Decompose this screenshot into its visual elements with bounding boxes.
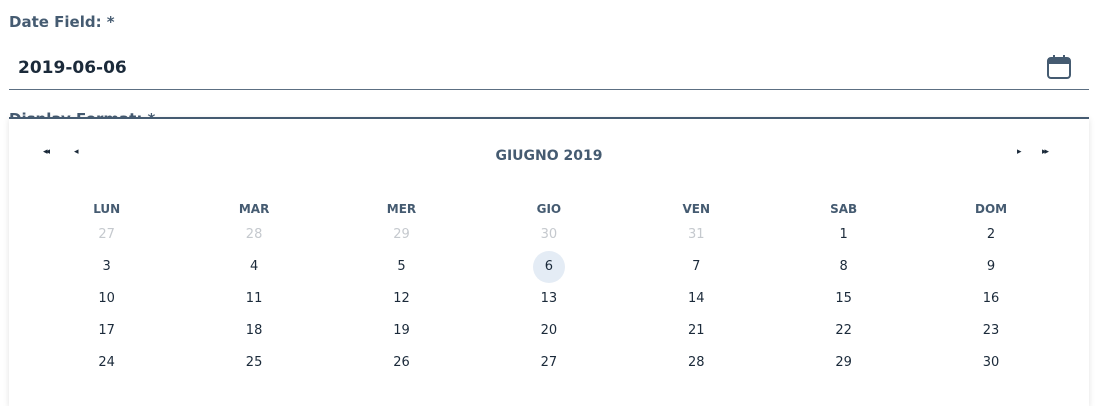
calendar-day[interactable]: 7: [623, 257, 770, 289]
calendar-day-number: 5: [397, 259, 406, 274]
calendar-day-number: 20: [540, 323, 558, 338]
calendar-day-number: 16: [982, 291, 1000, 306]
calendar-day[interactable]: 10: [33, 289, 180, 321]
calendar-day-number: 24: [98, 355, 115, 370]
datepicker-popup: ◂◂ ◂ GIUGNO 2019 ▸ ▸▸ LUN MAR MER GIO VEN SAB…: [9, 117, 1089, 406]
calendar-day-number: 28: [687, 355, 705, 370]
calendar-day-number: 18: [245, 323, 263, 338]
next-year-button[interactable]: ▸▸: [1042, 147, 1049, 157]
calendar-day[interactable]: 2: [917, 225, 1064, 257]
calendar-day[interactable]: 19: [328, 321, 475, 353]
calendar-day[interactable]: 25: [180, 353, 327, 385]
calendar-day[interactable]: 5: [328, 257, 475, 289]
calendar-day-number: 27: [98, 227, 115, 242]
calendar-day[interactable]: 30: [475, 225, 622, 257]
calendar-day-number: 14: [687, 291, 705, 306]
calendar-day-number: 10: [98, 291, 115, 306]
calendar-day-number: 6: [532, 251, 565, 283]
weekday-header: MAR: [238, 202, 270, 216]
calendar-day-number: 9: [986, 259, 996, 274]
calendar-day[interactable]: 14: [623, 289, 770, 321]
date-input-wrapper: [9, 44, 1089, 90]
calendar-day[interactable]: 24: [33, 353, 180, 385]
calendar-day-number: 22: [835, 323, 852, 338]
calendar-week-row: 24 25 26 27 28 29 30: [33, 353, 1065, 385]
calendar-day-number: 31: [687, 227, 705, 242]
calendar-day[interactable]: 29: [770, 353, 917, 385]
calendar-day[interactable]: 22: [770, 321, 917, 353]
weekday-header-row: LUN MAR MER GIO VEN SAB DOM: [33, 199, 1065, 225]
calendar-week-row: 27 28 29 30 31 1 2: [33, 225, 1065, 257]
calendar-day[interactable]: 9: [917, 257, 1064, 289]
calendar-day[interactable]: 13: [475, 289, 622, 321]
weekday-header: LUN: [93, 202, 121, 216]
calendar-day-number: 13: [540, 291, 558, 306]
calendar-day[interactable]: 3: [33, 257, 180, 289]
calendar-day[interactable]: 20: [475, 321, 622, 353]
calendar-day-number: 17: [98, 323, 115, 338]
calendar-day[interactable]: 1: [770, 225, 917, 257]
calendar-day[interactable]: 15: [770, 289, 917, 321]
calendar-day[interactable]: 23: [917, 321, 1064, 353]
weekday-header: GIO: [536, 202, 562, 216]
calendar-day[interactable]: 18: [180, 321, 327, 353]
calendar-day-number: 28: [245, 227, 263, 242]
calendar-week-row: 17 18 19 20 21 22 23: [33, 321, 1065, 353]
next-month-button[interactable]: ▸: [1017, 147, 1021, 157]
calendar-day-number: 30: [982, 355, 1000, 370]
calendar-day[interactable]: 28: [623, 353, 770, 385]
calendar-day-selected[interactable]: 6: [475, 251, 622, 289]
calendar-day-number: 30: [540, 227, 558, 242]
calendar-day-number: 12: [393, 291, 410, 306]
date-input[interactable]: [18, 58, 418, 78]
calendar-day[interactable]: 12: [328, 289, 475, 321]
calendar-day[interactable]: 31: [623, 225, 770, 257]
calendar-day-number: 27: [540, 355, 558, 370]
calendar-day-number: 29: [393, 227, 410, 242]
calendar-day[interactable]: 26: [328, 353, 475, 385]
calendar-day-number: 7: [692, 259, 701, 274]
prev-month-button[interactable]: ◂: [74, 147, 78, 157]
weekday-header: DOM: [974, 202, 1008, 216]
calendar-day-number: 3: [102, 259, 111, 274]
calendar-day-number: 25: [245, 355, 263, 370]
calendar-day[interactable]: 27: [33, 225, 180, 257]
calendar-day[interactable]: 21: [623, 321, 770, 353]
calendar-day-number: 4: [249, 259, 259, 274]
weekday-header: MER: [386, 202, 417, 216]
calendar-day-number: 15: [835, 291, 852, 306]
month-title[interactable]: GIUGNO 2019: [495, 148, 603, 164]
calendar-week-row: 3 4 5 6 7 8 9: [33, 251, 1065, 289]
calendar-icon: [1047, 55, 1071, 79]
calendar-day-number: 8: [839, 259, 848, 274]
calendar-day[interactable]: 16: [917, 289, 1064, 321]
calendar-day-number: 1: [839, 227, 848, 242]
calendar-day-number: 21: [687, 323, 705, 338]
calendar-day[interactable]: 28: [180, 225, 327, 257]
calendar-day-number: 11: [245, 291, 263, 306]
weekday-header: VEN: [682, 202, 711, 216]
calendar-day[interactable]: 29: [328, 225, 475, 257]
calendar-day-number: 19: [393, 323, 410, 338]
calendar-button[interactable]: [1046, 54, 1072, 80]
calendar-day[interactable]: 11: [180, 289, 327, 321]
weekday-header: SAB: [830, 202, 858, 216]
calendar-day-number: 29: [835, 355, 852, 370]
calendar-day[interactable]: 27: [475, 353, 622, 385]
calendar-day-number: 26: [393, 355, 410, 370]
calendar-day-number: 2: [986, 227, 996, 242]
calendar-day[interactable]: 17: [33, 321, 180, 353]
prev-year-button[interactable]: ◂◂: [43, 147, 50, 157]
calendar-day-number: 23: [982, 323, 1000, 338]
calendar-week-row: 10 11 12 13 14 15 16: [33, 289, 1065, 321]
calendar-day[interactable]: 4: [180, 257, 327, 289]
calendar-grid: LUN MAR MER GIO VEN SAB DOM 27 28 29 30 31 1 2 3 4 5 6 7 8…: [33, 199, 1065, 385]
calendar-day[interactable]: 8: [770, 257, 917, 289]
calendar-day[interactable]: 30: [917, 353, 1064, 385]
date-field-label: Date Field: *: [9, 13, 115, 31]
